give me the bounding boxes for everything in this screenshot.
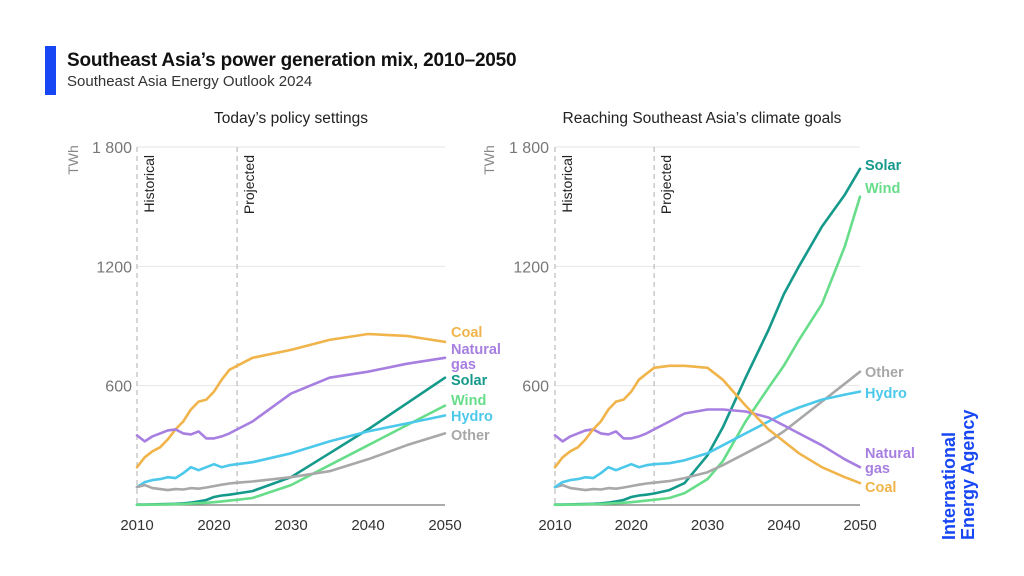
title-accent-bar: [45, 46, 56, 95]
series-label-solar: Solar: [865, 158, 902, 174]
series-line-other: [553, 370, 862, 492]
y-tick-label: 600: [105, 379, 132, 396]
period-label: Historical: [141, 155, 157, 213]
series-label-coal: Coal: [865, 480, 896, 496]
brand-line-2: Energy Agency: [958, 409, 978, 540]
chart-subtitle: Southeast Asia Energy Outlook 2024: [67, 73, 313, 90]
y-tick-label: 1200: [513, 259, 549, 276]
series-label-hydro: Hydro: [865, 386, 907, 402]
x-tick-label: 2050: [843, 517, 876, 534]
period-label: Historical: [559, 155, 575, 213]
y-axis-unit: TWh: [481, 145, 497, 175]
x-tick-label: 2050: [428, 517, 461, 534]
x-tick-label: 2020: [615, 517, 648, 534]
brand-line-1: International: [939, 431, 959, 540]
series-label-other: Other: [451, 428, 490, 444]
panel-title: Reaching Southeast Asia’s climate goals: [563, 110, 842, 127]
y-tick-label: 1 800: [92, 140, 132, 157]
y-axis-unit: TWh: [65, 145, 81, 175]
series-line-hydro: [553, 390, 862, 489]
x-tick-label: 2040: [351, 517, 384, 534]
series-label-hydro: Hydro: [451, 409, 493, 425]
series-label-other: Other: [865, 365, 904, 381]
series-label-wind: Wind: [865, 181, 900, 197]
period-label: Projected: [658, 155, 674, 214]
series-line-hydro: [135, 414, 447, 489]
x-tick-label: 2030: [691, 517, 724, 534]
series-label-natural-gas: Natural gas: [451, 342, 501, 373]
x-tick-label: 2020: [197, 517, 230, 534]
x-tick-label: 2010: [120, 517, 153, 534]
y-tick-label: 1200: [96, 259, 132, 276]
series-line-natural-gas: [135, 356, 447, 443]
series-label-coal: Coal: [451, 325, 482, 341]
x-tick-label: 2040: [767, 517, 800, 534]
y-tick-label: 1 800: [509, 140, 549, 157]
y-tick-label: 600: [522, 379, 549, 396]
series-line-wind: [553, 195, 862, 507]
series-label-solar: Solar: [451, 373, 488, 389]
series-line-natural-gas: [553, 408, 862, 469]
chart-title: Southeast Asia’s power generation mix, 2…: [67, 50, 517, 71]
panel-title: Today’s policy settings: [214, 110, 368, 127]
series-line-coal: [135, 332, 447, 469]
series-label-wind: Wind: [451, 393, 486, 409]
x-tick-label: 2030: [274, 517, 307, 534]
series-line-coal: [553, 364, 862, 485]
series-label-natural-gas: Natural gas: [865, 446, 915, 477]
series-line-wind: [135, 404, 447, 507]
series-line-other: [135, 432, 447, 492]
x-tick-label: 2010: [538, 517, 571, 534]
period-label: Projected: [241, 155, 257, 214]
iea-logo: International Energy Agency: [939, 409, 978, 540]
